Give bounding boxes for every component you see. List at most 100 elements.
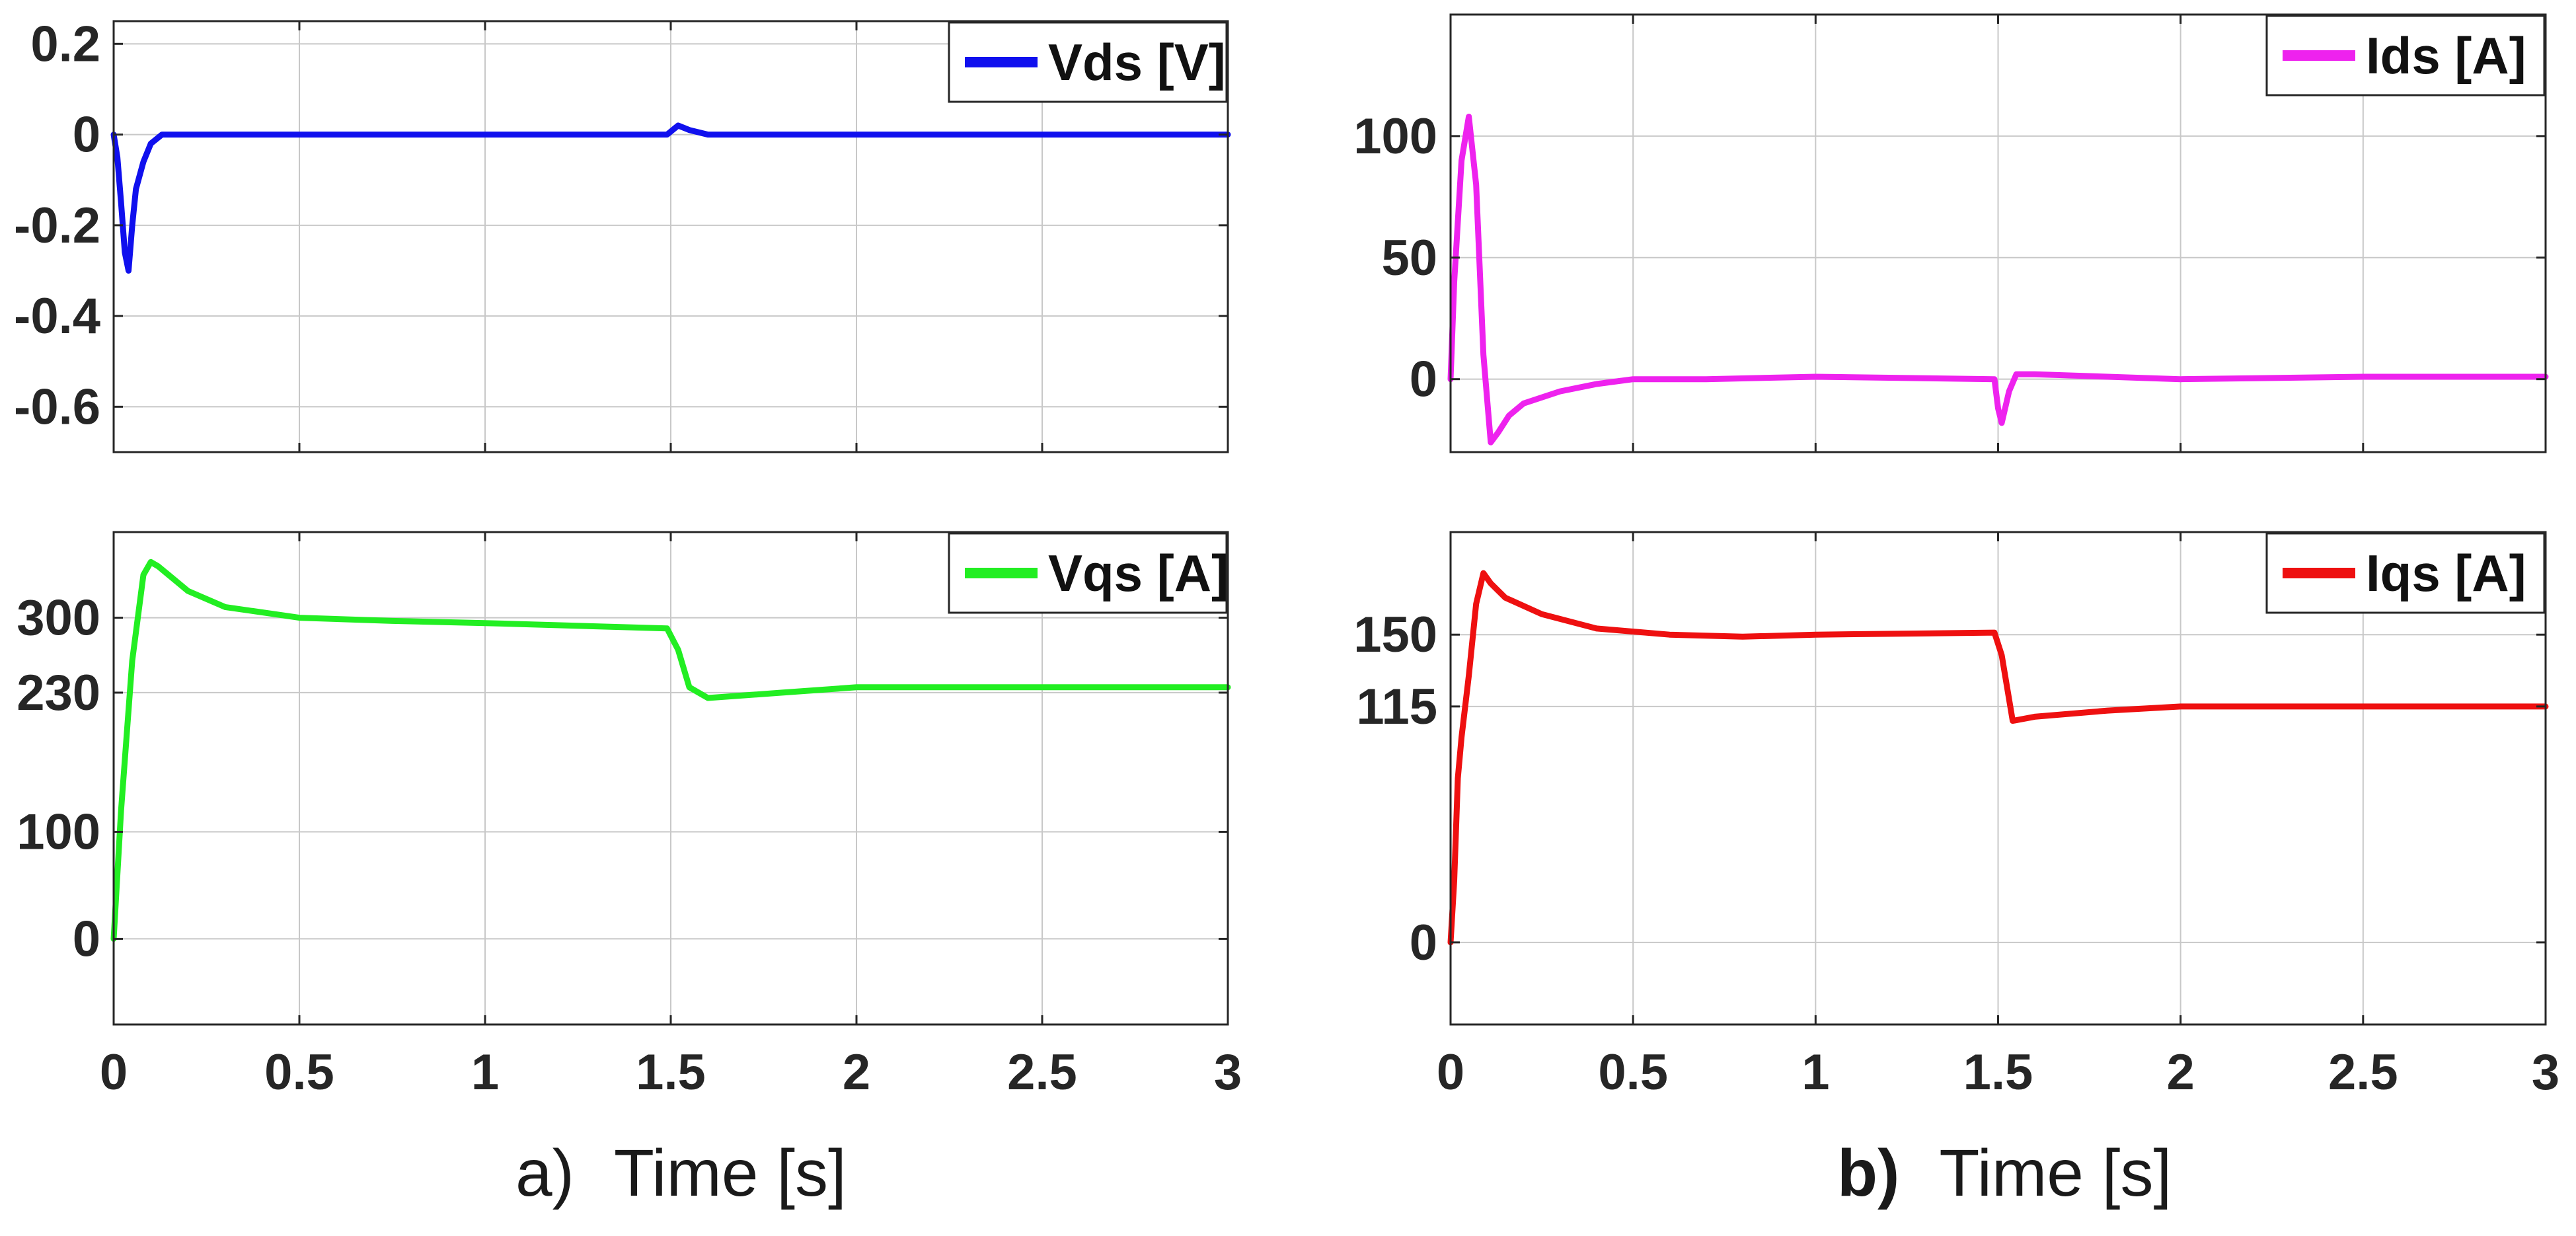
panel-a-bottom-data-point <box>141 572 145 577</box>
panel-b-top-data-point <box>2032 372 2037 377</box>
panel-b-bottom-legend-label: Iqs [A] <box>2366 544 2526 602</box>
panel-a-top-data-point <box>297 132 301 137</box>
panel-a-bottom-xtick-label: 1.5 <box>636 1044 706 1101</box>
panel-b-bottom-xtick-label: 2 <box>2167 1044 2195 1101</box>
panel-b-top-data-point <box>2007 389 2012 394</box>
panel-a-top-data-point <box>186 132 190 137</box>
panel-a-bottom-data-point <box>483 621 487 625</box>
panel-a-top-data-point <box>149 141 153 146</box>
panel-b-bottom-data-point <box>1503 596 1507 600</box>
panel-b-bottom-data-point <box>1540 612 1544 617</box>
panel-b-bottom-xtick-label: 1 <box>1801 1044 1829 1101</box>
panel-a-top-data-point <box>160 132 165 137</box>
panel-a-bottom-xtick-label: 2 <box>843 1044 870 1101</box>
panel-a-top-ytick-label: -0.4 <box>14 288 100 344</box>
panel-b-bottom-data-point <box>1466 674 1471 678</box>
panel-b-top-data-point <box>1996 406 2000 410</box>
panel-b-bottom-ytick-label: 0 <box>1410 915 1437 971</box>
panel-a-bottom-data-point <box>780 690 784 695</box>
panel-a-bottom-data-point <box>390 619 395 623</box>
panel-b-bottom-data-point <box>1474 601 1478 606</box>
panel-a-bottom-data-point <box>706 696 710 701</box>
panel-a-bottom-ytick-label: 0 <box>73 911 100 967</box>
panel-b-bottom-xtick-label: 1.5 <box>1963 1044 2033 1101</box>
panel-a-top-data-point <box>665 132 669 137</box>
panel-b-bottom-data-point <box>2178 704 2183 709</box>
panel-a-top-ytick-label: 0.2 <box>30 16 100 72</box>
panel-b-bottom-data-point <box>2032 715 2037 719</box>
panel-a-bottom-data-point <box>149 560 153 564</box>
panel-a-bottom-xtick-label: 3 <box>1214 1044 1242 1101</box>
panel-a-top-data-point <box>483 132 487 137</box>
panel-b-top-data-point <box>1521 401 1526 406</box>
panel-a-bottom-data-point <box>156 564 161 568</box>
panel-a-bottom-xtick-label: 1 <box>471 1044 499 1101</box>
panel-a-bottom-data-point <box>297 615 301 620</box>
panel-b-top-data-point <box>1704 377 1708 381</box>
panel-b-bottom-data-point <box>1594 626 1599 631</box>
panel-b-top-data-point <box>2014 372 2019 377</box>
panel-b-bottom-ytick-label: 150 <box>1353 607 1437 663</box>
panel-a-bottom-xtick-label: 2.5 <box>1007 1044 1077 1101</box>
panel-b-top-data-point <box>1631 377 1636 381</box>
panel-b-top-data-point <box>1992 377 1996 381</box>
panel-b-top-data-point <box>1594 382 1599 387</box>
panel-a-top-data-point <box>854 132 858 137</box>
panel-b-top-data-point <box>1496 430 1500 435</box>
panel-b-top-data-point <box>1452 280 1457 284</box>
panel-b-top-data-point <box>1813 374 1818 379</box>
panel-b-bottom-data-point <box>1740 635 1745 639</box>
panel-b-bottom-series-line <box>1447 570 2549 946</box>
panel-b-top-data-point <box>1474 182 1478 187</box>
panel-b-bottom-data-point <box>1667 633 1672 637</box>
panel-a-top-data-point <box>676 123 681 128</box>
panel-b-bottom-data-point <box>2000 653 2004 658</box>
panel-b-top-series-line <box>1447 114 2549 445</box>
panel-b-top-data-point <box>1488 440 1493 445</box>
panel-a-bottom-legend-label: Vqs [A] <box>1048 544 1229 602</box>
panel-b-top-ytick-label: 100 <box>1353 108 1437 165</box>
panel-a-top-data-point <box>133 186 138 191</box>
panel-a-top-data-point <box>706 132 710 137</box>
panel-a-bottom-data-point <box>1040 685 1044 689</box>
panel-b-bottom-data-point <box>2105 709 2110 713</box>
caption-a: a) Time [s] <box>515 1136 847 1212</box>
panel-b-bottom: 0 0.5 1 1.5 2 2.5 3 0 115 150 Iqs [A] <box>1353 531 2559 1101</box>
panel-b-top-data-point <box>2000 420 2004 425</box>
panel-a-bottom-ytick-label: 100 <box>17 804 100 860</box>
caption-a-letter: a) <box>515 1136 574 1210</box>
caption-b-text: Time [s] <box>1939 1136 2172 1210</box>
panel-a-top-ytick-label: 0 <box>73 107 100 163</box>
panel-b-top-data-point <box>2361 374 2365 379</box>
caption-a-text: Time [s] <box>613 1136 847 1210</box>
panel-b-bottom-data-point <box>1481 571 1486 576</box>
panel-b-top-data-point <box>2178 377 2183 381</box>
panel-b-top-ytick-label: 0 <box>1410 352 1437 408</box>
panel-a-top-data-point <box>115 155 120 159</box>
panel-b-top-ytick-label: 50 <box>1381 230 1437 286</box>
caption-b: b) Time [s] <box>1837 1136 2172 1212</box>
panel-a-top-ytick-label: -0.6 <box>14 379 100 435</box>
panel-a-top-data-point <box>141 159 145 164</box>
panel-a-top-data-point <box>1040 132 1044 137</box>
panel-b-bottom-data-point <box>2010 718 2015 723</box>
panel-b-bottom-data-point <box>1459 735 1464 740</box>
panel-a-bottom-xtick-label: 0 <box>100 1044 128 1101</box>
panel-a-top-series-line <box>110 122 1231 274</box>
panel-a-bottom-data-point <box>130 658 135 663</box>
panel-a-bottom-data-point <box>687 685 692 689</box>
panel-b-bottom-data-point <box>2361 704 2365 709</box>
panel-b-bottom-data-point <box>1992 631 1996 635</box>
panel-b-top-data-point <box>1466 114 1471 119</box>
panel-a-bottom-data-point <box>119 808 124 813</box>
panel-a-bottom-data-point <box>854 685 858 689</box>
panel-a-top: 0.2 0 -0.2 -0.4 -0.6 Vds [V] <box>14 16 1231 453</box>
panel-a-top-legend-label: Vds [V] <box>1048 33 1226 91</box>
panel-b-bottom-data-point <box>1813 633 1818 637</box>
panel-b-top-data-point <box>1507 413 1511 418</box>
caption-b-letter: b) <box>1837 1136 1900 1210</box>
panel-b-bottom-xtick-label: 0 <box>1437 1044 1464 1101</box>
panel-a-bottom-data-point <box>676 648 681 652</box>
panel-b-top-data-point <box>1558 389 1562 394</box>
